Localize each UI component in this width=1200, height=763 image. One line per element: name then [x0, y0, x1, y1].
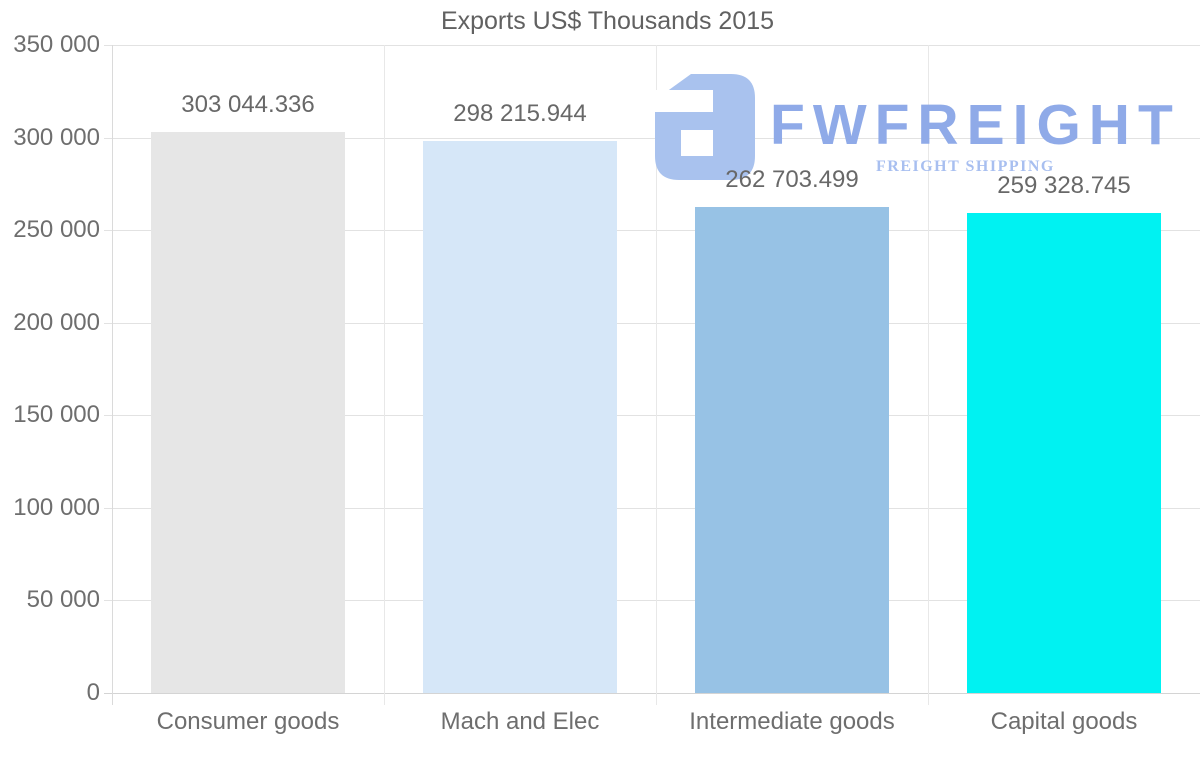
- gridline-x-3: [928, 45, 929, 705]
- logo-icon-shape: [655, 74, 755, 180]
- bar-value-label-consumer-goods: 303 044.336: [181, 91, 315, 118]
- y-tick-label: 350 000: [13, 31, 100, 58]
- gridline-y-50000: [104, 600, 1200, 601]
- gridline-y-350000: [104, 45, 1200, 46]
- gridline-y-300000: [104, 138, 1200, 139]
- logo-wordmark: FWFREIGHT: [770, 93, 1181, 157]
- fwfreight-monogram-icon: [655, 74, 755, 180]
- y-axis-line: [112, 45, 113, 705]
- bar-value-label-capital-goods: 259 328.745: [997, 172, 1131, 199]
- gridline-x-2: [656, 45, 657, 705]
- bar-value-label-intermediate-goods: 262 703.499: [725, 166, 859, 193]
- bar-value-label-mach-and-elec: 298 215.944: [453, 100, 587, 127]
- gridline-y-100000: [104, 508, 1200, 509]
- gridline-y-250000: [104, 230, 1200, 231]
- gridline-y-150000: [104, 415, 1200, 416]
- y-tick-label: 50 000: [26, 586, 100, 613]
- y-tick-label: 100 000: [13, 494, 100, 521]
- gridline-y-0: [104, 693, 1200, 694]
- y-tick-label: 150 000: [13, 401, 100, 428]
- x-axis-label-consumer-goods: Consumer goods: [156, 708, 340, 735]
- x-axis-label-intermediate-goods: Intermediate goods: [689, 708, 895, 735]
- bar-consumer-goods: [151, 132, 345, 693]
- y-tick-label: 250 000: [13, 216, 100, 243]
- x-axis-label-mach-and-elec: Mach and Elec: [440, 708, 600, 735]
- y-tick-label: 0: [86, 679, 100, 706]
- y-tick-label: 200 000: [13, 309, 100, 336]
- logo-tagline: FREIGHT SHIPPING: [876, 158, 1055, 175]
- x-axis-label-capital-goods: Capital goods: [990, 708, 1138, 735]
- gridline-x-1: [384, 45, 385, 705]
- gridline-y-200000: [104, 323, 1200, 324]
- bar-mach-and-elec: [423, 141, 617, 693]
- bar-intermediate-goods: [695, 207, 889, 693]
- bar-capital-goods: [967, 213, 1161, 693]
- y-tick-label: 300 000: [13, 124, 100, 151]
- chart-title: Exports US$ Thousands 2015: [440, 7, 775, 35]
